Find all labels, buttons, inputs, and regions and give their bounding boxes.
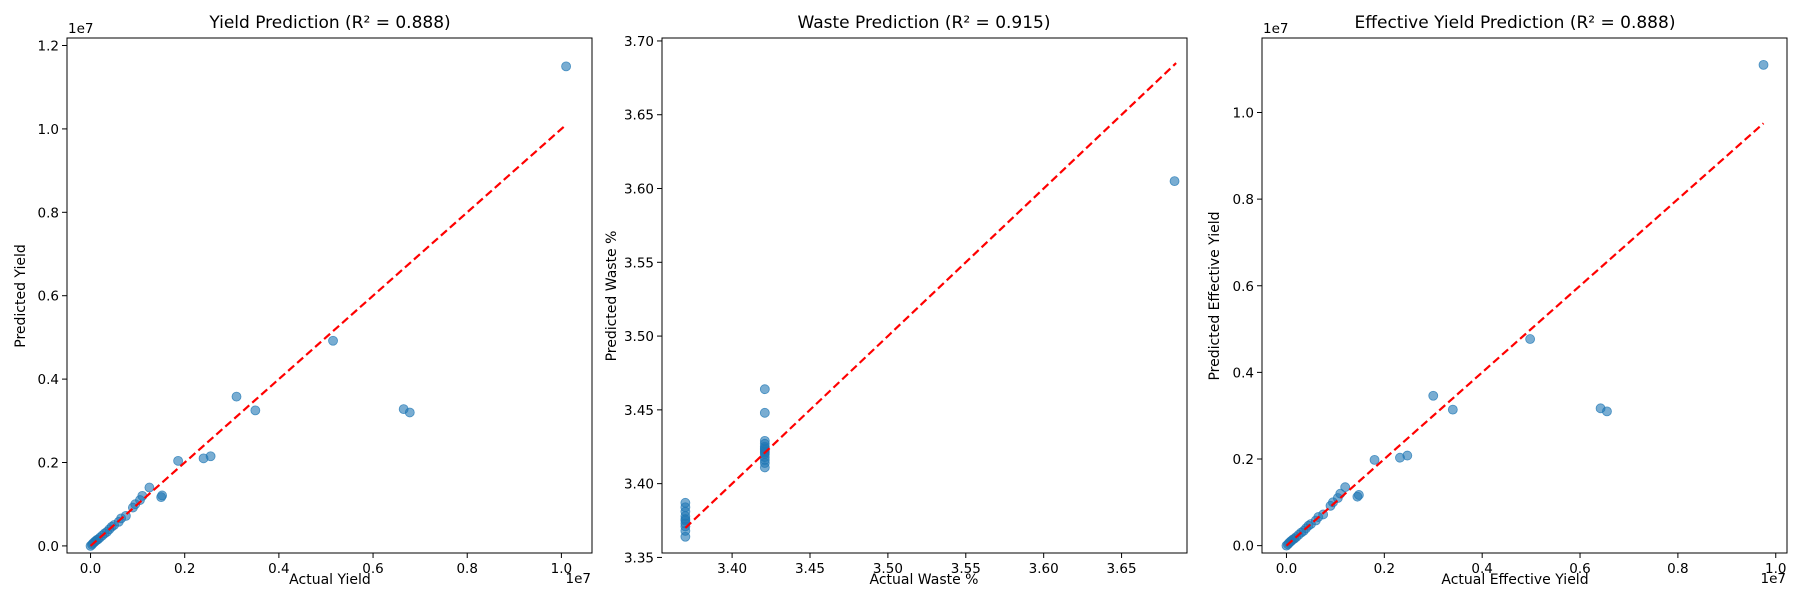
y-tick-label: 0.0 [38, 539, 59, 555]
data-point [231, 391, 242, 402]
y-tick-label: 3.45 [624, 403, 654, 419]
y-tick-label: 3.35 [624, 550, 654, 566]
chart-title: Yield Prediction (R² = 0.888) [208, 13, 450, 33]
y-tick-label: 3.70 [624, 34, 654, 50]
data-point [1525, 334, 1536, 344]
x-tick-label: 3.40 [717, 561, 747, 577]
data-point [759, 435, 770, 446]
y-tick-label: 3.50 [624, 329, 654, 345]
x-tick-label: 3.65 [1107, 561, 1137, 577]
y-tick-label: 3.40 [624, 477, 654, 493]
y-tick-label: 1.0 [38, 122, 59, 138]
y-axis-label: Predicted Effective Yield [1207, 211, 1223, 380]
y-tick-label: 0.4 [1233, 365, 1254, 381]
x-tick-label: 1.0 [1765, 561, 1786, 577]
x-tick-label: 0.8 [1667, 561, 1688, 577]
data-point [157, 490, 168, 501]
data-point [759, 407, 770, 418]
axes-frame [661, 37, 1188, 554]
x-tick-label: 0.2 [174, 561, 195, 577]
y-tick-label: 0.2 [38, 456, 59, 472]
x-axis-label: Actual Effective Yield [1441, 572, 1588, 588]
x-tick-label: 0.2 [1374, 561, 1395, 577]
y-axis-label: Predicted Waste % [604, 231, 620, 362]
waste-prediction-panel: Waste Prediction (R² = 0.915) Actual Was… [604, 13, 1188, 588]
y-tick-label: 0.4 [38, 372, 59, 388]
data-point [1602, 406, 1612, 417]
y-tick-label: 1.0 [1233, 105, 1254, 121]
y-axis-label: Predicted Yield [13, 244, 29, 348]
data-point [1402, 450, 1413, 461]
x-offset-label: 1e7 [1761, 571, 1786, 587]
axes-frame [66, 37, 593, 554]
x-tick-label: 0.4 [1471, 561, 1492, 577]
x-tick-label: 0.6 [1569, 561, 1590, 577]
plot-area: 3.40 3.45 3.50 3.55 3.60 3.65 3.35 3.40 3.45 3.50… [624, 34, 1188, 577]
y-tick-label: 0.0 [1233, 539, 1254, 555]
yield-prediction-panel: Yield Prediction (R² = 0.888) Actual Yie… [13, 13, 593, 588]
plot-area: 0.0 0.2 0.4 0.6 0.8 1.0 0.0 0.2 0.4 0.6 0.8 1.0 1.2 [38, 37, 593, 577]
x-axis-label: Actual Waste % [870, 572, 979, 588]
y-offset-label: 1e7 [68, 21, 93, 37]
y-tick-label: 0.8 [1233, 192, 1254, 208]
data-point [328, 335, 338, 346]
data-point [173, 455, 184, 466]
y-tick-label: 3.60 [624, 182, 654, 198]
x-tick-label: 3.45 [795, 561, 825, 577]
y-tick-label: 3.55 [624, 255, 654, 271]
data-point [1428, 390, 1439, 401]
data-point [250, 405, 261, 416]
data-point [1758, 59, 1769, 70]
y-tick-label: 1.2 [38, 39, 59, 55]
data-point [1447, 404, 1458, 415]
data-point [561, 61, 572, 72]
y-tick-label: 0.6 [38, 289, 59, 305]
data-point [144, 482, 155, 493]
plot-area: 0.0 0.2 0.4 0.6 0.8 1.0 0.0 0.2 0.4 0.6 0.8 1.0 [1233, 37, 1788, 577]
x-offset-label: 1e7 [566, 571, 591, 587]
x-tick-label: 0.8 [456, 561, 477, 577]
x-tick-label: 0.0 [1276, 561, 1297, 577]
x-tick-label: 3.50 [873, 561, 903, 577]
data-point [1169, 176, 1180, 187]
y-tick-label: 3.65 [624, 108, 654, 124]
x-tick-label: 3.55 [951, 561, 981, 577]
ideal-fit-line [89, 123, 567, 547]
y-tick-label: 0.2 [1233, 452, 1254, 468]
data-point [680, 497, 691, 508]
ideal-fit-line [684, 62, 1177, 529]
ideal-fit-line [1285, 122, 1765, 547]
axes-frame [1261, 37, 1788, 554]
x-tick-label: 0.6 [362, 561, 383, 577]
x-tick-label: 0.0 [80, 561, 101, 577]
chart-title: Waste Prediction (R² = 0.915) [798, 13, 1051, 33]
y-tick-label: 0.8 [38, 205, 59, 221]
y-tick-label: 0.6 [1233, 279, 1254, 295]
x-tick-label: 1.0 [551, 561, 572, 577]
data-point [404, 407, 415, 418]
data-point [1353, 490, 1364, 500]
data-point [759, 384, 770, 395]
data-point [1369, 454, 1380, 465]
y-offset-label: 1e7 [1263, 21, 1288, 37]
x-tick-label: 3.60 [1029, 561, 1059, 577]
data-point [1340, 482, 1351, 493]
chart-title: Effective Yield Prediction (R² = 0.888) [1355, 13, 1676, 33]
x-axis-label: Actual Yield [289, 572, 371, 588]
x-tick-label: 0.4 [268, 561, 289, 577]
effective-yield-prediction-panel: Effective Yield Prediction (R² = 0.888) … [1207, 13, 1788, 588]
data-point [205, 451, 216, 462]
